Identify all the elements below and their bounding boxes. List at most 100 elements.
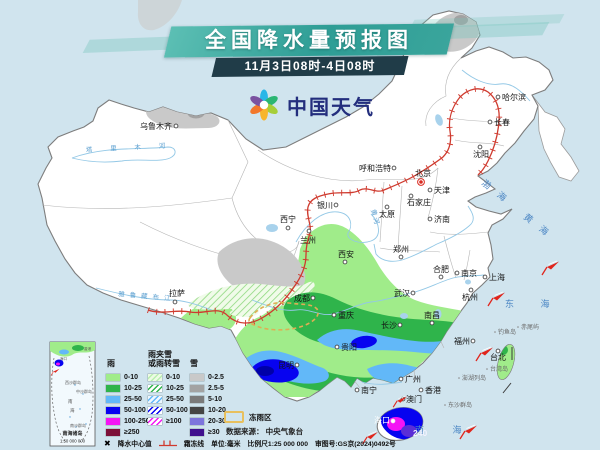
rivers xyxy=(71,69,531,385)
inset-label: 海口 xyxy=(60,356,67,361)
city-marker xyxy=(410,290,416,296)
legend-swatch xyxy=(148,385,162,392)
legend-swatch xyxy=(190,396,204,403)
legend-sleet-scale: 0-10 10-25 25-50 50-100 ≥100 xyxy=(148,372,188,427)
island-label: 赤尾屿 xyxy=(521,323,539,331)
city-label: 海口 xyxy=(374,415,390,425)
unit-label: 单位:毫米 xyxy=(211,441,241,448)
inset-title: 南海诸岛 xyxy=(62,430,82,437)
forecast-period: 11月3日08时-4日08时 xyxy=(244,59,376,73)
island-label: 东沙群岛 xyxy=(448,401,472,409)
city-marker xyxy=(495,348,501,354)
legend-row: 10-25 xyxy=(106,383,150,394)
legend-footnote: ✖ 降水中心值 霜冻线 单位:毫米 比例尺1:25 000 000 审图号:GS… xyxy=(104,438,396,449)
legend-swatch xyxy=(106,429,120,436)
legend-value-label: 50-100 xyxy=(124,407,146,414)
city-marker xyxy=(482,274,488,280)
city-marker xyxy=(398,376,404,382)
city-marker xyxy=(487,119,493,125)
scale-label: 比例尺1:25 000 000 xyxy=(247,441,308,448)
city-label: 郑州 xyxy=(393,244,409,254)
page-title: 全国降水量预报图 xyxy=(205,29,413,52)
city-label: 合肥 xyxy=(433,264,449,274)
legend-value-label: ≥100 xyxy=(166,418,182,425)
frost-line-label: 霜冻线 xyxy=(183,441,205,448)
island-dot xyxy=(444,404,446,406)
city-marker xyxy=(418,387,424,393)
inset-label: 南沙群岛 xyxy=(70,422,86,428)
city-label: 福州 xyxy=(454,337,470,346)
legend-swatch xyxy=(106,396,120,403)
city-marker xyxy=(285,225,291,231)
city-label: 香港 xyxy=(425,385,441,395)
inset-label: 海 xyxy=(70,407,75,414)
city-marker xyxy=(384,204,390,210)
legend-value-label: 10-25 xyxy=(124,385,142,392)
city-marker xyxy=(408,193,414,199)
approval-label: 审图号:GS京(2024)0492号 xyxy=(314,441,396,448)
city-label: 西安 xyxy=(338,249,354,259)
center-value-label: 降水中心值 xyxy=(117,441,152,448)
freezing-rain-label: 冻雨区 xyxy=(249,412,272,422)
legend-swatch xyxy=(190,374,204,381)
typhoon-symbol xyxy=(541,260,560,276)
legend-swatch xyxy=(106,374,120,381)
city-marker xyxy=(306,228,312,234)
freezing-rain-legend: 冻雨区 xyxy=(224,411,272,423)
city-marker xyxy=(342,259,348,265)
city-label: 台北 xyxy=(490,352,506,362)
title-banner: 全国降水量预报图 xyxy=(163,23,455,58)
city-marker xyxy=(354,387,360,393)
city-label: 广州 xyxy=(405,374,421,384)
legend-value-label: 25-50 xyxy=(124,396,142,403)
legend-row: 25-50 xyxy=(148,394,188,405)
capital-marker xyxy=(419,180,423,184)
legend-value-label: 2.5-5 xyxy=(208,385,224,392)
legend-value-label: 10-20 xyxy=(208,407,226,414)
city-marker xyxy=(477,144,483,150)
legend-value-label: ≥30 xyxy=(208,429,220,436)
legend-swatch xyxy=(106,407,120,414)
city-marker xyxy=(310,295,316,301)
city-label: 长春 xyxy=(494,117,510,127)
island-dot xyxy=(494,331,496,333)
city-label: 杭州 xyxy=(462,292,478,302)
city-label: 兰州 xyxy=(300,235,316,245)
city-marker xyxy=(397,322,403,328)
island-dot xyxy=(458,377,460,379)
city-label: 北京 xyxy=(415,168,431,178)
city-label: 石家庄 xyxy=(407,197,431,207)
sea-label: 东 海 xyxy=(505,298,562,309)
city-label: 成都 xyxy=(294,293,310,303)
city-label: 南昌 xyxy=(424,310,440,320)
city-marker xyxy=(172,299,178,305)
city-markers: 乌鲁木齐拉萨西宁兰州银川呼和浩特北京天津石家庄太原济南郑州西安成都重庆武汉合肥南… xyxy=(140,92,526,425)
subtitle-banner: 11月3日08时-4日08时 xyxy=(211,55,409,78)
city-label: 南宁 xyxy=(361,385,377,395)
typhoon-symbols xyxy=(50,260,560,445)
frost-line-icon xyxy=(158,440,177,447)
legend-value-label: 0-10 xyxy=(124,374,139,381)
legend-row: 0-10 xyxy=(148,372,188,383)
legend-row: 50-100 xyxy=(106,405,150,416)
legend-row: 25-50 xyxy=(106,394,150,405)
capital-marker-ring xyxy=(417,178,425,186)
city-marker xyxy=(438,274,444,280)
legend-swatch xyxy=(190,385,204,392)
city-label: 长沙 xyxy=(381,320,397,330)
city-label: 上海 xyxy=(489,272,505,282)
island-label: 澎湖列岛 xyxy=(462,374,486,382)
inset-label: 南 xyxy=(68,398,73,404)
legend-sleet-header: 雨夹雪 或雨转雪 xyxy=(148,350,180,368)
inset-scale: 1:50 000 000 xyxy=(60,439,86,444)
city-label: 武汉 xyxy=(394,288,410,298)
legend-value-label: 5-10 xyxy=(208,396,223,403)
city-marker xyxy=(391,165,397,171)
logo-text: 中国天气 xyxy=(287,96,375,119)
center-value-icon: ✖ xyxy=(104,438,111,448)
city-label: 昆明 xyxy=(278,361,294,370)
city-label: 澳门 xyxy=(406,394,422,404)
city-marker xyxy=(427,216,433,222)
legend-swatch xyxy=(190,418,204,425)
